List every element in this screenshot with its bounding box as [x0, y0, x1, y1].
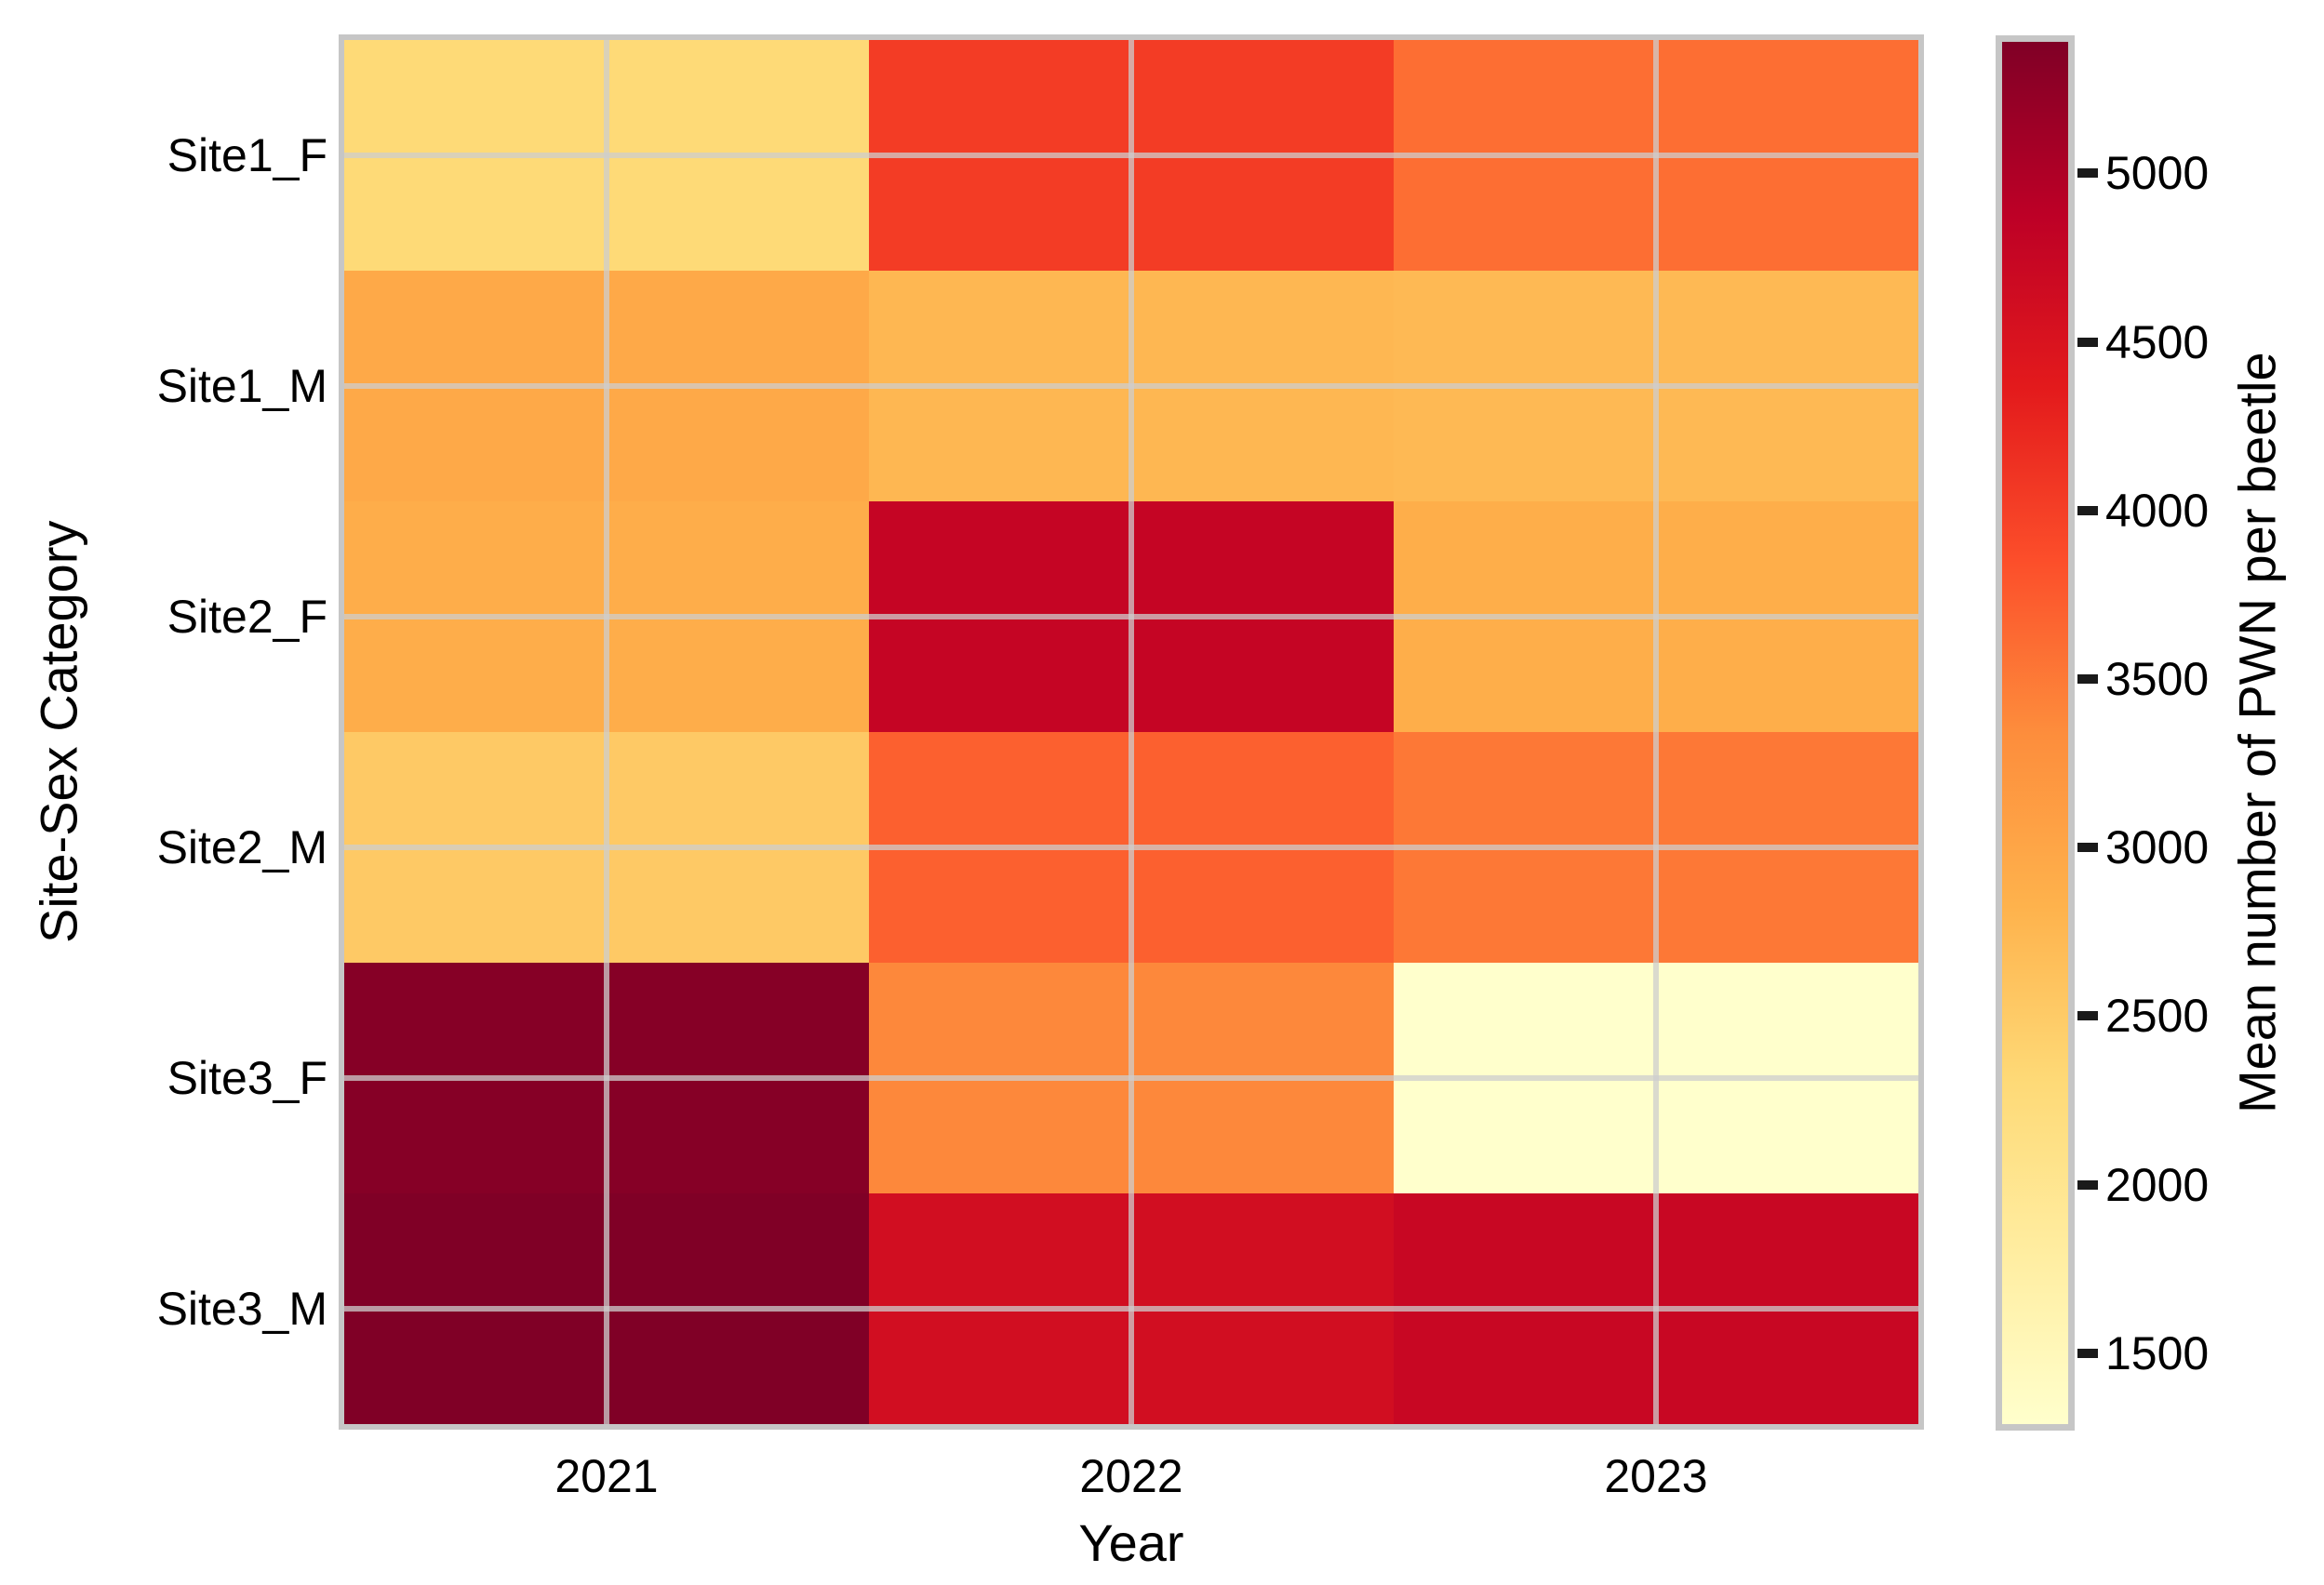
colorbar-tick-label: 1500 — [2105, 1326, 2210, 1379]
x-tick-label: 2022 — [1079, 1450, 1183, 1502]
colorbar-tick-label: 3500 — [2105, 653, 2210, 705]
colorbar-tick-label: 4500 — [2105, 315, 2210, 368]
colorbar-tick-label: 2000 — [2105, 1158, 2210, 1211]
x-tick-label: 2021 — [554, 1450, 659, 1502]
colorbar-tick-mark — [2077, 1348, 2098, 1358]
colorbar-tick-mark — [2077, 1011, 2098, 1021]
colorbar-tick-label: 3000 — [2105, 821, 2210, 874]
y-tick-label: Site2_F — [167, 591, 327, 643]
colorbar-tick-mark — [2077, 505, 2098, 515]
x-tick-label: 2023 — [1604, 1450, 1708, 1502]
x-axis-title: Year — [1078, 1513, 1184, 1572]
colorbar-tick-mark — [2077, 1179, 2098, 1190]
colorbar-tick-label: 2500 — [2105, 990, 2210, 1043]
y-axis-title: Site-Sex Category — [29, 520, 88, 944]
colorbar-tick-mark — [2077, 674, 2098, 684]
heatmap-plot — [344, 40, 1918, 1424]
gridline-vertical — [604, 40, 609, 1424]
colorbar-title: Mean number of PWN per beetle — [2227, 352, 2287, 1114]
colorbar — [2002, 42, 2068, 1424]
y-tick-label: Site1_M — [156, 360, 327, 412]
gridline-vertical — [1129, 40, 1134, 1424]
colorbar-tick-label: 5000 — [2105, 147, 2210, 200]
colorbar-tick-mark — [2077, 337, 2098, 347]
gridline-vertical — [1653, 40, 1659, 1424]
colorbar-tick-label: 4000 — [2105, 484, 2210, 537]
y-tick-label: Site1_F — [167, 129, 327, 181]
colorbar-tick-mark — [2077, 843, 2098, 853]
colorbar-tick-mark — [2077, 168, 2098, 179]
y-tick-label: Site3_F — [167, 1052, 327, 1104]
y-tick-label: Site2_M — [156, 821, 327, 873]
y-tick-label: Site3_M — [156, 1283, 327, 1335]
